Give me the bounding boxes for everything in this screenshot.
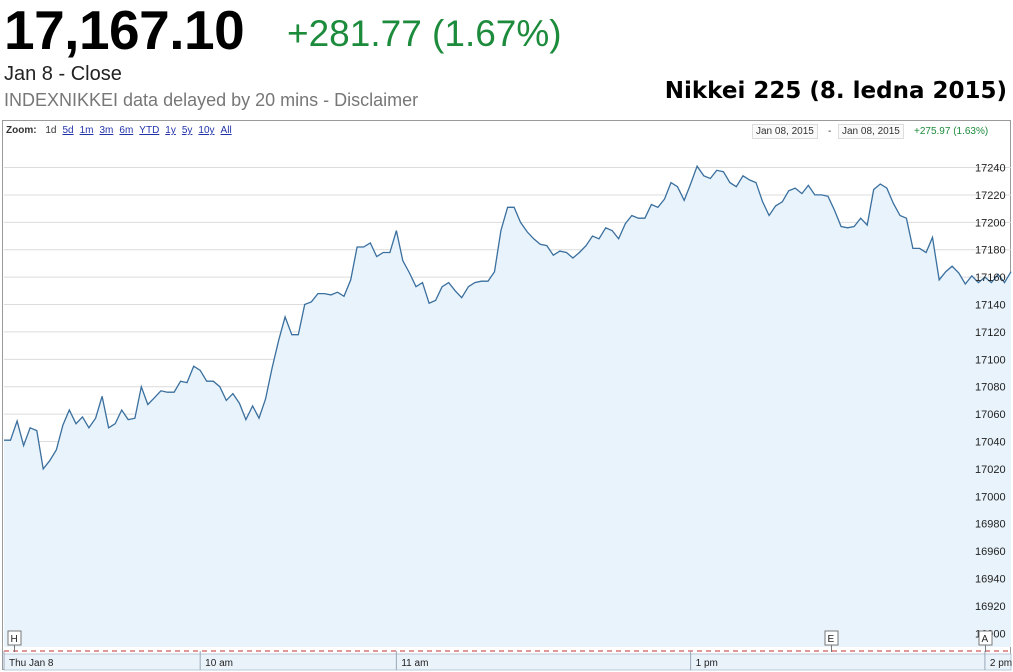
y-tick-label: 17200 <box>975 217 1006 229</box>
svg-text:H: H <box>11 634 18 645</box>
x-tick-label: 2 pm <box>990 658 1012 669</box>
y-tick-label: 17040 <box>975 437 1006 449</box>
range-start-field[interactable]: Jan 08, 2015 <box>752 124 818 139</box>
x-tick-label: 11 am <box>401 658 428 669</box>
y-tick-label: 16920 <box>975 601 1006 613</box>
range-change: +275.97 (1.63%) <box>914 126 989 137</box>
index-change: +281.77 (1.67%) <box>287 13 562 54</box>
y-tick-label: 17060 <box>975 409 1006 421</box>
zoom-option-all[interactable]: All <box>220 125 232 136</box>
x-tick-label: 1 pm <box>696 658 718 669</box>
zoom-option-6m[interactable]: 6m <box>119 125 134 136</box>
y-tick-label: 17120 <box>975 327 1006 339</box>
x-axis-band <box>3 653 1012 671</box>
source-disclaimer-line[interactable]: INDEXNIKKEI data delayed by 20 mins - Di… <box>4 90 419 110</box>
chart-caption: Nikkei 225 (8. ledna 2015) <box>664 78 1007 104</box>
zoom-option-3m[interactable]: 3m <box>99 125 114 136</box>
zoom-options: 1d 5d 1m 3m 6m YTD 1y 5y 10y All <box>39 125 231 136</box>
y-tick-label: 16940 <box>975 574 1006 586</box>
h-marker[interactable]: H <box>7 630 22 652</box>
zoom-option-5y[interactable]: 5y <box>181 125 193 136</box>
zoom-label: Zoom: <box>6 125 37 136</box>
zoom-option-5d[interactable]: 5d <box>62 125 74 136</box>
y-tick-label: 17240 <box>975 163 1006 175</box>
price-line <box>4 164 1012 471</box>
zoom-option-1d[interactable]: 1d <box>45 125 57 136</box>
range-end-field[interactable]: Jan 08, 2015 <box>838 124 904 139</box>
svg-text:A: A <box>982 634 989 645</box>
zoom-bar: Zoom: 1d 5d 1m 3m 6m YTD 1y 5y 10y All <box>6 125 232 136</box>
y-tick-label: 16980 <box>975 519 1006 531</box>
y-tick-label: 16960 <box>975 546 1006 558</box>
zoom-option-10y[interactable]: 10y <box>198 125 215 136</box>
y-tick-label: 17180 <box>975 245 1006 257</box>
svg-text:E: E <box>828 634 835 645</box>
y-tick-label: 17000 <box>975 491 1006 503</box>
x-tick-label: Thu Jan 8 <box>9 658 54 669</box>
x-tick-label: 10 am <box>205 658 233 669</box>
y-tick-label: 17020 <box>975 464 1006 476</box>
range-separator: - <box>828 126 832 137</box>
zoom-option-ytd[interactable]: YTD <box>139 125 160 136</box>
y-tick-label: 17140 <box>975 300 1006 312</box>
price-area-fill <box>4 166 1011 647</box>
e-marker[interactable]: E <box>824 630 839 652</box>
index-price: 17,167.10 <box>4 0 245 61</box>
a-marker[interactable]: A <box>978 630 993 652</box>
y-tick-label: 17080 <box>975 382 1006 394</box>
zoom-option-1y[interactable]: 1y <box>165 125 176 136</box>
x-axis: Thu Jan 8 10 am 11 am 1 pm 2 pm <box>3 650 1012 671</box>
y-tick-label: 17220 <box>975 190 1006 202</box>
zoom-option-1m[interactable]: 1m <box>79 125 94 136</box>
close-label: Jan 8 - Close <box>4 63 122 85</box>
y-tick-label: 17160 <box>975 272 1006 284</box>
y-tick-label: 17100 <box>975 354 1006 366</box>
